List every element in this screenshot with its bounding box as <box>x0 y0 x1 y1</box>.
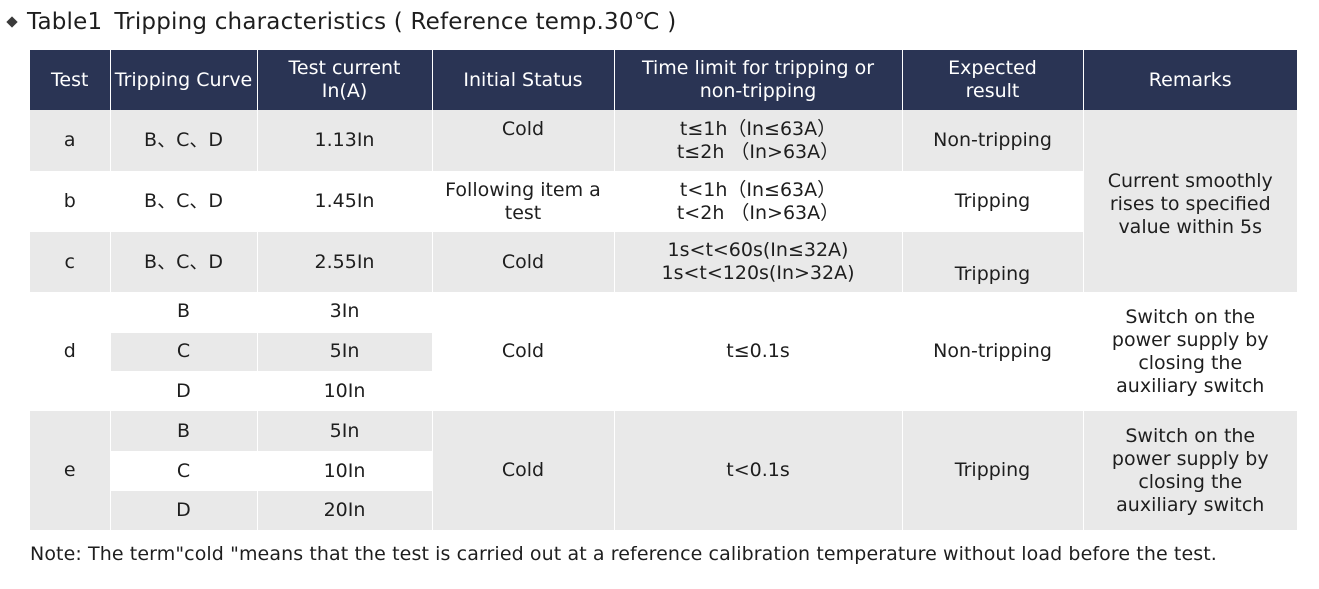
cell-test-d: d <box>30 292 111 411</box>
cell-result-b: Tripping <box>902 171 1084 232</box>
header-remarks: Remarks <box>1083 50 1297 110</box>
tripping-characteristics-table: Test Tripping Curve Test current In(A) I… <box>30 50 1297 530</box>
cell-curve-d-b: B <box>110 292 258 333</box>
header-expected-result: Expected result <box>902 50 1084 110</box>
cell-curve-e-b: B <box>110 411 258 451</box>
cell-time-a: t≤1h（In≤63A） t≤2h （In>63A） <box>614 110 903 171</box>
cell-remarks-d: Switch on the power supply by closing th… <box>1083 292 1297 411</box>
cell-current-c: 2.55In <box>257 232 433 292</box>
header-time-line1: Time limit for tripping or <box>641 57 875 79</box>
table-row-d-c: C 5In <box>30 332 1297 371</box>
header-time-limit: Time limit for tripping or non-tripping <box>614 50 903 110</box>
diamond-bullet-icon <box>6 16 18 28</box>
cell-current-d-b: 3In <box>257 292 433 333</box>
cell-test-c: c <box>30 232 111 292</box>
header-expected-line2: result <box>965 80 1020 102</box>
cell-current-e-b: 5In <box>257 411 433 451</box>
cell-curve-e-d: D <box>110 491 258 530</box>
header-current-line1: Test current <box>288 57 401 79</box>
cell-curve-e-c: C <box>110 451 258 491</box>
cell-current-b: 1.45In <box>257 171 433 232</box>
header-curve-text: Tripping Curve <box>114 68 253 91</box>
header-remarks-text: Remarks <box>1148 68 1232 91</box>
time-c-line2: 1s<t<120s(In>32A) <box>661 262 855 284</box>
cell-result-c: Tripping <box>902 232 1084 292</box>
time-b-line2: t<2h （In>63A） <box>676 201 840 224</box>
table-row-e-b: e B 5In Cold t<0.1s Tripping Switch on t… <box>30 411 1297 530</box>
cell-test-a: a <box>30 110 111 171</box>
header-current-line2: In(A) <box>321 80 368 102</box>
footnote: Note: The term"cold "means that the test… <box>30 543 1217 565</box>
table-row-e-d: D 20In <box>30 491 1297 530</box>
cell-initial-a: Cold <box>432 110 615 171</box>
remarks-e-line4: auxiliary switch <box>1116 493 1265 516</box>
cell-result-d: Non-tripping <box>902 292 1084 411</box>
cell-curve-a: B、C、D <box>110 110 258 171</box>
cell-current-e-c: 10In <box>257 451 433 491</box>
table-row-c: c B、C、D 2.55In Cold 1s<t<60s(In≤32A) 1s<… <box>30 232 1297 292</box>
remarks-abc-line2: rises to specified <box>1109 193 1271 215</box>
time-a-line1: t≤1h（In≤63A） <box>679 117 837 140</box>
header-initial-text: Initial Status <box>463 68 583 91</box>
table-row-e-c: C 10In <box>30 451 1297 491</box>
table-header-row: Test Tripping Curve Test current In(A) I… <box>30 50 1297 110</box>
cell-initial-e: Cold <box>432 411 615 530</box>
time-c-line1: 1s<t<60s(In≤32A) <box>667 239 849 261</box>
table-label: Table1 <box>27 9 103 35</box>
cell-current-a: 1.13In <box>257 110 433 171</box>
remarks-e-line1: Switch on the <box>1125 424 1256 447</box>
cell-initial-c: Cold <box>432 232 615 292</box>
cell-curve-d-c: C <box>110 332 258 371</box>
table-row-a: a B、C、D 1.13In Cold t≤1h（In≤63A） t≤2h （I… <box>30 110 1297 292</box>
cell-time-c: 1s<t<60s(In≤32A) 1s<t<120s(In>32A) <box>614 232 903 292</box>
header-test-text: Test <box>51 68 89 91</box>
cell-current-d-d: 10In <box>257 371 433 411</box>
remarks-e-line3: closing the <box>1138 470 1243 493</box>
remarks-d-line3: closing the <box>1138 351 1243 374</box>
header-initial-status: Initial Status <box>432 50 615 110</box>
cell-time-e: t<0.1s <box>614 411 903 530</box>
table-row-b: b B、C、D 1.45In Following item a test t<1… <box>30 171 1297 232</box>
header-time-line2: non-tripping <box>699 80 817 102</box>
cell-initial-d: Cold <box>432 292 615 411</box>
header-test: Test <box>30 50 111 110</box>
cell-current-e-d: 20In <box>257 491 433 530</box>
remarks-abc-line1: Current smoothly <box>1107 170 1273 192</box>
remarks-d-line2: power supply by <box>1111 328 1269 351</box>
remarks-e-line2: power supply by <box>1111 447 1269 470</box>
cell-curve-b: B、C、D <box>110 171 258 232</box>
cell-test-b: b <box>30 171 111 232</box>
initial-b-line1: Following item a <box>445 178 601 201</box>
time-b-line1: t<1h（In≤63A） <box>679 178 837 201</box>
cell-time-d: t≤0.1s <box>614 292 903 411</box>
cell-current-d-c: 5In <box>257 332 433 371</box>
remarks-d-line1: Switch on the <box>1125 305 1256 328</box>
time-a-line2: t≤2h （In>63A） <box>676 140 840 163</box>
table-title-text: Tripping characteristics ( Reference tem… <box>114 9 677 35</box>
cell-result-a: Non-tripping <box>902 110 1084 171</box>
remarks-d-line4: auxiliary switch <box>1116 374 1265 397</box>
table-title: Table1 Tripping characteristics ( Refere… <box>6 6 677 38</box>
initial-b-line2: test <box>504 201 542 224</box>
remarks-abc-line3: value within 5s <box>1118 216 1263 238</box>
cell-remarks-abc: Current smoothly rises to specified valu… <box>1083 110 1297 292</box>
cell-time-b: t<1h（In≤63A） t<2h （In>63A） <box>614 171 903 232</box>
cell-test-e: e <box>30 411 111 530</box>
cell-curve-d-d: D <box>110 371 258 411</box>
cell-remarks-e: Switch on the power supply by closing th… <box>1083 411 1297 530</box>
header-tripping-curve: Tripping Curve <box>110 50 258 110</box>
cell-curve-c: B、C、D <box>110 232 258 292</box>
cell-initial-b: Following item a test <box>432 171 615 232</box>
header-expected-line1: Expected <box>948 57 1037 79</box>
header-test-current: Test current In(A) <box>257 50 433 110</box>
cell-result-e: Tripping <box>902 411 1084 530</box>
table-row-d-d: D 10In <box>30 371 1297 411</box>
table-row-d-b: d B 3In Cold t≤0.1s Non-tripping Switch … <box>30 292 1297 411</box>
